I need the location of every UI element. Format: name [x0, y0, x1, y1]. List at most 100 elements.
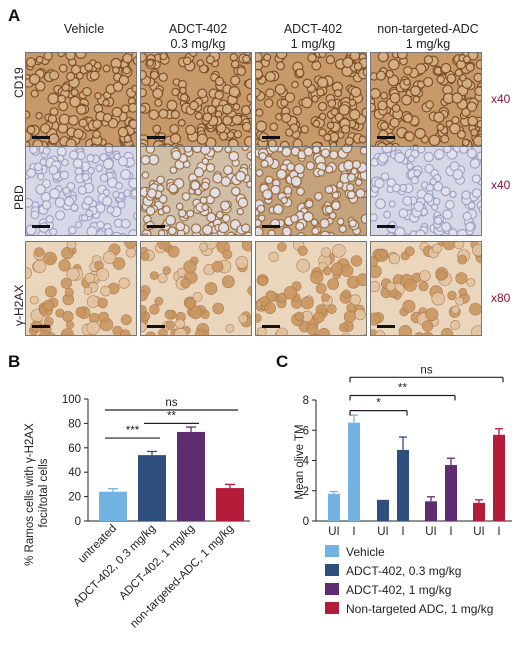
- cell-nucleus: [118, 74, 130, 86]
- cell-nucleus: [350, 86, 362, 98]
- cell-nucleus: [30, 295, 39, 305]
- cell-nucleus: [120, 329, 131, 335]
- cell-nucleus: [309, 270, 324, 284]
- cell-nucleus: [218, 131, 229, 141]
- cell-nucleus: [112, 81, 124, 92]
- cell-nucleus: [454, 68, 463, 77]
- cell-nucleus: [404, 233, 412, 235]
- cell-nucleus: [235, 170, 247, 182]
- cell-nucleus: [225, 323, 235, 333]
- cell-nucleus: [272, 204, 284, 215]
- cell-nucleus: [284, 128, 294, 137]
- cell-nucleus: [194, 111, 203, 120]
- cell-nucleus: [412, 144, 419, 146]
- cell-nucleus: [263, 53, 272, 62]
- cell-nucleus: [339, 322, 349, 332]
- cell-nucleus: [260, 159, 269, 169]
- cell-nucleus: [316, 76, 329, 89]
- cell-nucleus: [433, 111, 445, 124]
- cell-nucleus: [171, 87, 180, 97]
- cell-nucleus: [290, 214, 299, 223]
- cell-nucleus: [175, 202, 184, 211]
- cell-nucleus: [326, 121, 335, 130]
- cell-nucleus: [462, 55, 471, 64]
- cell-nucleus: [209, 187, 221, 199]
- panel-c-y-tick-label: 4: [303, 456, 310, 468]
- cell-nucleus: [290, 175, 302, 188]
- panel-c-bar-label: UI: [473, 526, 485, 538]
- cell-nucleus: [371, 312, 381, 326]
- cell-nucleus: [355, 188, 366, 199]
- cell-nucleus: [26, 267, 32, 279]
- cell-nucleus: [44, 285, 57, 298]
- cell-nucleus: [243, 136, 251, 146]
- cell-nucleus: [466, 148, 478, 159]
- cell-nucleus: [440, 221, 451, 232]
- cell-nucleus: [371, 87, 381, 99]
- cell-nucleus: [128, 177, 136, 189]
- cell-nucleus: [256, 60, 263, 71]
- panel-c-bar-label: UI: [377, 526, 389, 538]
- micrograph-pbd-col4: [370, 146, 482, 236]
- cell-nucleus: [268, 251, 279, 262]
- cell-nucleus: [201, 181, 210, 191]
- cell-nucleus: [231, 186, 241, 197]
- cell-nucleus: [467, 201, 476, 210]
- cell-nucleus: [212, 147, 224, 153]
- cell-nucleus: [202, 112, 213, 122]
- cell-nucleus: [170, 109, 180, 120]
- cell-nucleus: [375, 330, 386, 335]
- cell-nucleus: [336, 217, 345, 226]
- panel-b-bars: [99, 426, 244, 521]
- cell-nucleus: [247, 285, 251, 296]
- cell-nucleus: [267, 139, 277, 146]
- cell-nucleus: [233, 130, 243, 139]
- cell-nucleus: [54, 197, 66, 208]
- cell-nucleus: [152, 88, 164, 99]
- panel-b-chart: B % Ramos cells with γ-H2AX foci/total c…: [8, 352, 250, 631]
- cell-nucleus: [179, 93, 189, 102]
- panel-b-y-tick-label: 100: [62, 394, 81, 406]
- cell-nucleus: [49, 227, 58, 235]
- cell-nucleus: [26, 197, 34, 208]
- cell-nucleus: [410, 176, 419, 185]
- cell-nucleus: [276, 327, 289, 335]
- cell-nucleus: [388, 200, 396, 208]
- cell-nucleus: [157, 144, 166, 146]
- panel-b-ylabel-line1: % Ramos cells with γ-H2AX: [24, 423, 36, 566]
- cell-nucleus: [96, 220, 105, 230]
- cell-nucleus: [181, 192, 191, 201]
- cell-nucleus: [74, 220, 83, 229]
- panel-c-y-tick-label: 8: [303, 395, 309, 407]
- cell-nucleus: [377, 53, 389, 63]
- cell-nucleus: [43, 251, 57, 266]
- cell-nucleus: [95, 164, 104, 173]
- panel-c-bar: [473, 502, 485, 521]
- cell-nucleus: [86, 153, 95, 163]
- cell-nucleus: [192, 292, 203, 302]
- cell-nucleus: [196, 59, 205, 67]
- cell-nucleus: [322, 266, 332, 276]
- cell-nucleus: [478, 205, 481, 214]
- cell-nucleus: [154, 98, 163, 107]
- cell-nucleus: [65, 53, 76, 61]
- cell-nucleus: [76, 104, 87, 115]
- cell-nucleus: [236, 66, 246, 77]
- cell-nucleus: [32, 139, 44, 146]
- cell-nucleus: [361, 107, 366, 118]
- cell-nucleus: [41, 200, 52, 210]
- cell-nucleus: [414, 332, 424, 335]
- cell-nucleus: [310, 218, 319, 227]
- cell-nucleus: [26, 57, 37, 68]
- cell-nucleus: [141, 143, 148, 146]
- cell-nucleus: [375, 198, 386, 210]
- cell-nucleus: [171, 150, 182, 161]
- cell-nucleus: [403, 66, 413, 76]
- cell-nucleus: [319, 230, 331, 235]
- cell-nucleus: [217, 234, 221, 235]
- scale-bar: [377, 325, 395, 328]
- cell-nucleus: [276, 61, 286, 71]
- cell-nucleus: [83, 195, 94, 206]
- panel-c-legend: Vehicle ADCT-402, 0.3 mg/kg ADCT-402, 1 mg…: [325, 545, 493, 616]
